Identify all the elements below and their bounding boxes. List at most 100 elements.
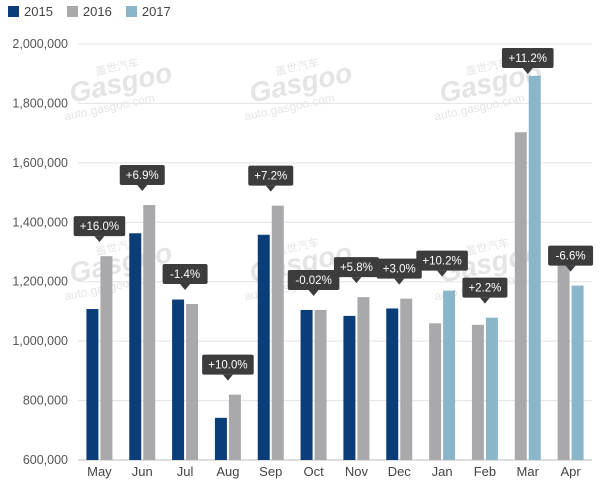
callout-box [416,250,468,271]
callout-box [162,264,208,284]
x-tick-label: Jun [132,464,153,479]
callout-box [501,48,554,68]
y-tick-label: 1,200,000 [12,275,68,289]
x-tick-label: Feb [474,464,496,479]
bar-2016-Aug[interactable] [228,394,241,460]
bar-2015-Aug[interactable] [214,417,227,460]
callout-Apr: -6.6% [548,245,594,272]
legend-label-2015: 2015 [24,4,53,19]
bar-2016-Jun[interactable] [143,205,156,460]
callout-Oct: -0.02% [287,269,340,296]
x-tick-label: Jan [432,464,453,479]
callout-pointer [565,265,576,272]
callout-pointer [351,277,362,284]
callout-pointer [222,374,233,381]
callout-Nov: +5.8% [333,257,379,284]
callout-label: +11.2% [509,53,547,65]
callout-May: +16.0% [73,216,126,243]
callout-label: +16.0% [80,221,119,233]
bars [86,75,584,461]
bar-2015-Dec[interactable] [386,308,399,460]
bar-2016-May[interactable] [100,256,113,460]
callout-Dec: +3.0% [376,258,422,285]
callout-label: +10.0% [208,360,247,372]
callout-label: +2.2% [468,283,501,295]
callout-box [376,258,422,279]
callout-label: +7.2% [254,171,287,183]
callout-pointer [308,289,319,296]
callout-label: -1.4% [170,269,200,281]
callout-label: +6.9% [126,170,159,182]
legend-swatch-2015 [8,6,19,17]
y-axis: 600,000 800,000 1,000,000 1,200,000 1,400,00… [12,37,68,467]
bar-2016-Mar[interactable] [514,132,527,460]
x-tick-label: Apr [560,464,581,479]
callout-Jan: +10.2% [416,250,468,277]
y-tick-label: 1,600,000 [12,156,68,170]
callout-label: +10.2% [422,256,461,268]
bar-2015-Sep[interactable] [257,234,270,460]
callout-box [248,165,294,186]
callout-box [548,245,594,266]
bar-2016-Jan[interactable] [429,323,442,460]
bar-2015-Jun[interactable] [129,233,142,460]
legend-swatch-2017 [125,6,137,17]
bar-2016-Jul[interactable] [186,304,199,460]
bar-2016-Sep[interactable] [271,205,284,460]
legend-label-2016: 2016 [82,4,112,19]
bar-2016-Dec[interactable] [400,298,413,460]
x-tick-label: May [87,464,112,479]
x-axis: May Jun Jul Aug Sep Oct Nov Dec Jan Feb Mar Apr [87,464,581,479]
bar-2017-Feb[interactable] [485,317,498,460]
bar-2016-Feb[interactable] [471,324,484,460]
y-tick-label: 1,000,000 [12,334,68,348]
callout-pointer [137,185,148,192]
callout-box [462,277,508,298]
legend-item-2016[interactable]: 2016 [66,4,112,19]
y-tick-label: 2,000,000 [12,37,68,51]
x-tick-label: Dec [388,464,412,479]
bar-2017-Jan[interactable] [443,290,456,460]
callout-Feb: +2.2% [462,277,508,304]
x-tick-label: Nov [345,464,369,479]
bar-2016-Nov[interactable] [357,297,370,460]
bar-2015-Oct[interactable] [300,309,313,460]
legend: 2015 2016 2017 [8,4,171,19]
callout-Aug: +10.0% [202,354,254,381]
callout-box [119,165,165,186]
legend-label-2017: 2017 [141,4,171,19]
bar-2015-Jul[interactable] [172,299,185,460]
callout-label: +3.0% [383,264,416,276]
callout-pointer [437,270,448,277]
legend-item-2017[interactable]: 2017 [125,4,171,19]
legend-item-2015[interactable]: 2015 [8,4,53,19]
x-tick-label: Jul [177,464,194,479]
callout-label: -6.6% [556,251,586,263]
callout-label: +5.8% [340,262,373,274]
callout-label: -0.02% [295,275,331,287]
bar-2017-Apr[interactable] [571,285,584,460]
callout-Jun: +6.9% [119,165,165,192]
y-tick-label: 1,400,000 [12,215,68,229]
callout-box [287,269,340,290]
callout-pointer [180,284,191,290]
callout-Mar: +11.2% [501,48,554,74]
x-tick-label: Oct [303,464,324,479]
callout-box [73,216,126,237]
callout-Sep: +7.2% [248,165,294,192]
bar-2016-Oct[interactable] [314,309,327,460]
y-tick-label: 800,000 [23,394,68,408]
callout-pointer [265,185,276,192]
bar-2015-Nov[interactable] [343,315,356,460]
bar-2016-Apr[interactable] [557,260,570,460]
callout-Jul: -1.4% [162,264,208,290]
bar-2015-May[interactable] [86,309,99,460]
callout-pointer [94,236,105,243]
x-tick-label: Sep [259,464,282,479]
bar-2017-Mar[interactable] [528,75,541,461]
callout-pointer [522,68,533,74]
